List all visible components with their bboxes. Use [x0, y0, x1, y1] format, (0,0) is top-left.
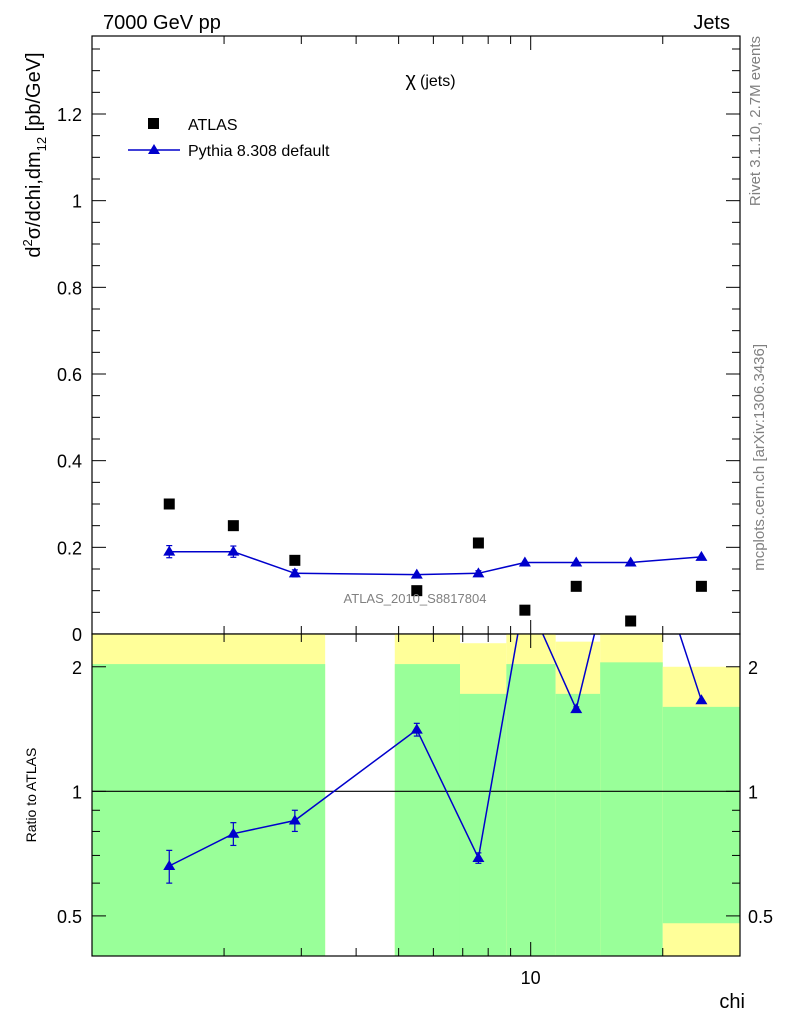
ratio-point [288, 814, 301, 825]
uncertainty-band-inner [92, 664, 326, 956]
y-tick-label: 0 [72, 625, 82, 645]
ratio-y-tick-label: 0.5 [57, 907, 82, 927]
atlas-point [625, 615, 637, 627]
pythia-point [695, 550, 708, 561]
y-tick-label: 0.6 [57, 365, 82, 385]
legend-atlas-label: ATLAS [188, 117, 238, 134]
y-tick-label: 0.2 [57, 538, 82, 558]
atlas-point [289, 554, 301, 566]
ratio-point [227, 827, 240, 838]
uncertainty-band-inner [555, 693, 601, 956]
ratio-point [410, 723, 423, 734]
pythia-point [288, 567, 301, 578]
pythia-point [410, 568, 423, 579]
ratio-y-tick-label-right: 0.5 [748, 907, 773, 927]
pythia-point [227, 545, 240, 556]
uncertainty-band-inner [394, 664, 460, 956]
uncertainty-band-inner [662, 706, 740, 924]
ratio-y-tick-label-right: 1 [748, 782, 758, 802]
y-axis-label-mid: σ/dchi,dm [23, 151, 45, 239]
legend-pythia-marker [148, 144, 160, 154]
ratio-y-tick-label-right: 2 [748, 658, 758, 678]
x-tick-label: 10 [521, 968, 541, 988]
pythia-point [472, 567, 485, 578]
atlas-point [163, 498, 175, 510]
pythia-point [570, 556, 583, 567]
ratio-plot: 10 0.5 0.5 1 1 2 2 Ratio to ATLAS chi [23, 479, 773, 1013]
ratio-y-axis-label: Ratio to ATLAS [23, 748, 39, 843]
pythia-series-line [169, 550, 702, 576]
ratio-point [570, 703, 583, 714]
atlas-point [472, 537, 484, 549]
ratio-point [519, 588, 531, 598]
atlas-point [227, 520, 239, 532]
ratio-y-tick-label: 2 [72, 658, 82, 678]
legend-atlas-marker [148, 118, 159, 129]
plot-title-symbol: χ [406, 69, 417, 91]
x-axis-label: chi [719, 991, 745, 1013]
uncertainty-band-inner [506, 664, 556, 956]
y-tick-label: 0.8 [57, 278, 82, 298]
header-right: Jets [693, 12, 730, 34]
y-tick-label: 0.4 [57, 452, 82, 472]
header-left: 7000 GeV pp [103, 12, 221, 34]
pythia-point [518, 556, 531, 567]
atlas-point [411, 585, 423, 597]
uncertainty-band-inner [600, 662, 663, 956]
ratio-point [625, 479, 637, 489]
analysis-watermark: ATLAS_2010_S8817804 [344, 591, 487, 606]
y-axis-label-tail: [pb/GeV] [23, 52, 45, 137]
ratio-point [695, 694, 708, 705]
ratio-y-tick-label: 1 [72, 782, 82, 802]
rivet-version-label: Rivet 3.1.10, 2.7M events [747, 36, 764, 206]
pythia-point [163, 545, 176, 556]
uncertainty-band-inner [459, 693, 507, 956]
ratio-point [472, 852, 485, 863]
y-axis-label-sup: 2 [20, 239, 35, 246]
legend: ATLAS Pythia 8.308 default [128, 117, 330, 160]
mcplots-label: mcplots.cern.ch [arXiv:1306.3436] [751, 344, 768, 571]
atlas-point [519, 604, 531, 616]
main-plot: 0 0.2 0.4 0.6 0.8 1 1.2 χ (jets) d2σ/dchi,dm12… [20, 35, 741, 645]
legend-pythia-label: Pythia 8.308 default [188, 143, 330, 160]
y-tick-label: 1.2 [57, 105, 82, 125]
y-axis-label-d: d [23, 247, 45, 258]
y-axis-label-sub: 12 [34, 137, 49, 151]
ratio-point [163, 860, 176, 871]
ratio-plot-frame [91, 633, 741, 957]
atlas-point [570, 580, 582, 592]
pythia-point [624, 556, 637, 567]
plot-title-suffix: (jets) [420, 73, 456, 90]
y-tick-label: 1 [72, 192, 82, 212]
y-axis-label: d2σ/dchi,dm12 [pb/GeV] [20, 52, 49, 257]
atlas-point [695, 580, 707, 592]
